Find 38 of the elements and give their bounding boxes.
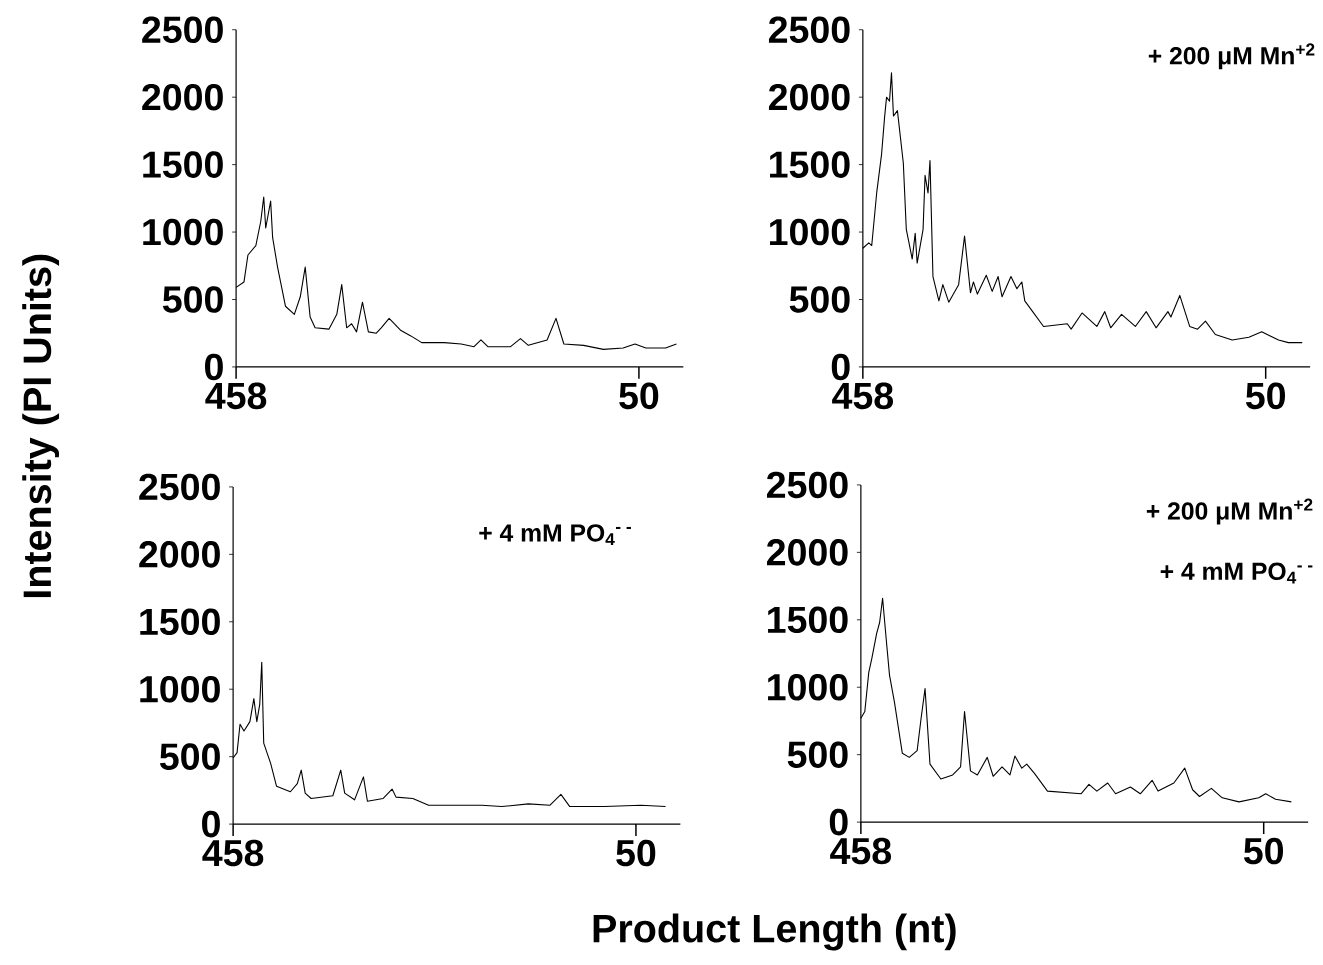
y-tick-label: 0 — [202, 810, 220, 838]
y-tick-label: 2000 — [766, 539, 848, 566]
y-tick-label: 500 — [789, 286, 850, 313]
x-tick-label: 50 — [619, 382, 659, 410]
y-tick-label: 2000 — [768, 83, 850, 111]
annotation: + 4 mM PO$_{4}$- - — [479, 524, 631, 546]
y-tick-label: 0 — [831, 353, 850, 381]
y-tick-label: 1500 — [140, 608, 220, 636]
annotation: + 200 μM Mn$^{+2}$ — [1148, 43, 1315, 70]
y-tick-label: 2500 — [766, 471, 848, 499]
y-tick-label: 0 — [829, 808, 848, 836]
x-tick-label: 50 — [1245, 382, 1286, 410]
y-tick-label: 2500 — [142, 16, 223, 44]
x-tick-label: 458 — [202, 839, 264, 867]
y-tick-label: 1000 — [768, 673, 848, 701]
y-tick-label: 2000 — [142, 83, 223, 111]
y-tick-label: 1000 — [770, 218, 850, 246]
y-tick-label: 500 — [162, 286, 223, 313]
x-tick-label: 458 — [205, 382, 267, 410]
x-axis-title: Product Length (nt) — [593, 913, 956, 951]
annotation: + 4 mM PO$_{4}$- - — [1160, 562, 1313, 584]
x-tick-label: 50 — [1243, 837, 1284, 865]
y-tick-label: 0 — [205, 353, 223, 381]
y-tick-label: 500 — [159, 743, 220, 770]
x-tick-label: 458 — [832, 382, 894, 410]
y-tick-label: 500 — [787, 741, 848, 769]
x-tick-label: 50 — [616, 839, 656, 867]
y-axis-title: Intensity (PI Units) — [22, 254, 60, 598]
x-tick-label: 458 — [830, 837, 892, 865]
y-tick-label: 1500 — [768, 606, 848, 634]
annotation: + 200 μM Mn$^{+2}$ — [1146, 498, 1313, 525]
y-tick-label: 1500 — [770, 151, 850, 178]
y-tick-label: 1000 — [143, 218, 223, 246]
y-tick-label: 2500 — [139, 473, 220, 501]
y-tick-label: 1500 — [143, 151, 223, 178]
y-tick-label: 1000 — [140, 675, 220, 703]
y-tick-label: 2500 — [768, 16, 850, 44]
y-tick-label: 2000 — [139, 541, 220, 568]
